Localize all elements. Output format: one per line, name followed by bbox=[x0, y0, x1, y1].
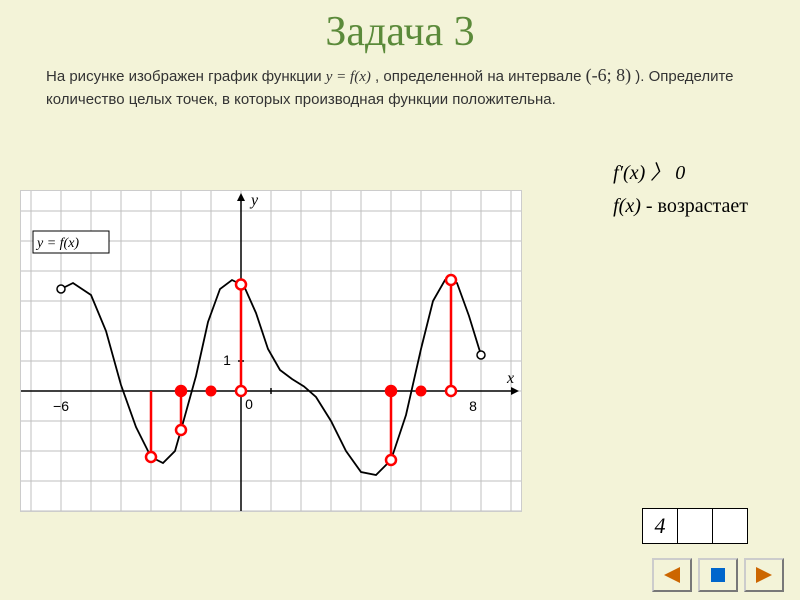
svg-text:−6: −6 bbox=[53, 398, 69, 414]
problem-interval: (-6; 8) bbox=[586, 65, 631, 85]
svg-text:y: y bbox=[249, 192, 259, 209]
problem-part2: , определенной на интервале bbox=[375, 68, 586, 85]
answer-cell-1: 4 bbox=[643, 509, 678, 543]
next-button[interactable] bbox=[744, 558, 784, 592]
chart-svg: x y −6 8 0 1 y = f(x) bbox=[21, 191, 521, 511]
problem-eq: y = f(x) bbox=[326, 69, 371, 85]
answer-box: 4 bbox=[642, 508, 748, 544]
formula-fn: f(x) bbox=[613, 195, 641, 217]
problem-text: На рисунке изображен график функции y = … bbox=[46, 62, 754, 112]
svg-text:y = f(x): y = f(x) bbox=[35, 236, 79, 251]
svg-text:1: 1 bbox=[223, 352, 231, 368]
stop-button[interactable] bbox=[698, 558, 738, 592]
nav-buttons bbox=[652, 558, 784, 592]
formula-area: f′(x) 〉 0 f(x) - возрастает bbox=[613, 156, 748, 218]
svg-text:0: 0 bbox=[245, 396, 253, 412]
answer-cell-3 bbox=[713, 509, 747, 543]
svg-text:x: x bbox=[506, 370, 514, 387]
svg-text:8: 8 bbox=[469, 398, 477, 414]
page-title: Задача 3 bbox=[0, 0, 800, 56]
answer-cell-2 bbox=[678, 509, 713, 543]
chart: x y −6 8 0 1 y = f(x) bbox=[20, 190, 522, 512]
formula-derivative: f′(x) 〉 0 bbox=[613, 156, 748, 185]
formula-rest: - возрастает bbox=[641, 195, 748, 217]
prev-button[interactable] bbox=[652, 558, 692, 592]
formula-increasing: f(x) - возрастает bbox=[613, 195, 748, 218]
problem-part1: На рисунке изображен график функции bbox=[46, 68, 326, 85]
